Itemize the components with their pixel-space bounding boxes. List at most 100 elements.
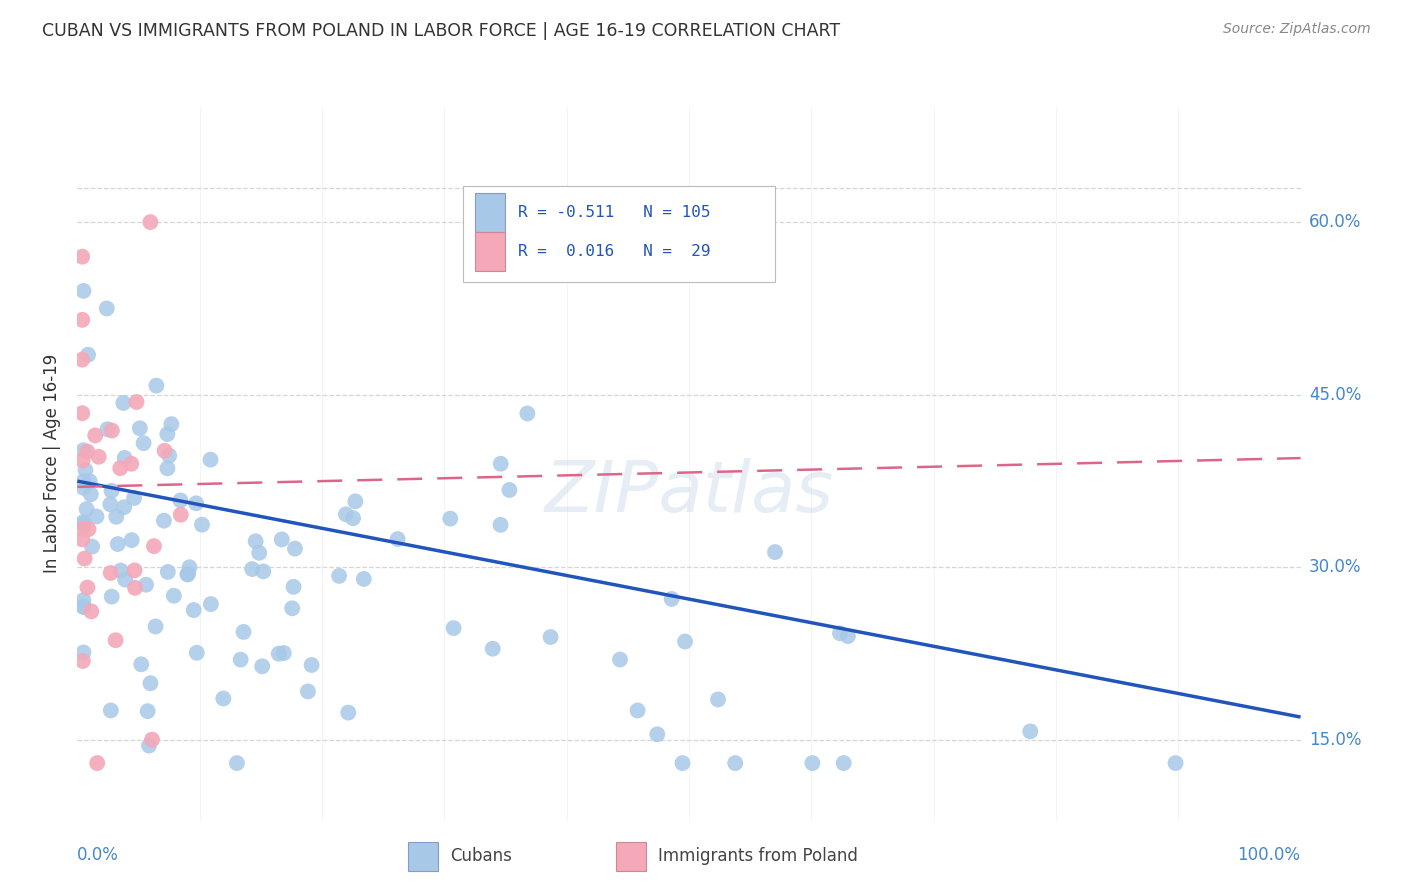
Point [297, 684, 319, 698]
Text: CUBAN VS IMMIGRANTS FROM POLAND IN LABOR FORCE | AGE 16-19 CORRELATION CHART: CUBAN VS IMMIGRANTS FROM POLAND IN LABOR… [42, 22, 841, 40]
Point [128, 421, 150, 435]
Point [801, 756, 824, 770]
Point [72, 645, 94, 659]
Point [191, 517, 214, 532]
Point [124, 563, 146, 577]
Text: 30.0%: 30.0% [1309, 558, 1361, 576]
Point [108, 461, 131, 475]
Point [177, 567, 200, 582]
Point [72, 453, 94, 467]
Point [80, 487, 103, 501]
Point [80, 604, 103, 618]
Point [72, 516, 94, 531]
Point [72, 654, 94, 668]
Point [100, 590, 122, 604]
Point [76, 444, 98, 458]
Point [335, 508, 357, 522]
Text: ZIPatlas: ZIPatlas [544, 458, 834, 527]
Point [100, 703, 122, 717]
FancyBboxPatch shape [463, 186, 775, 282]
Point [143, 539, 166, 553]
Text: 0.0%: 0.0% [77, 846, 120, 863]
Point [101, 424, 124, 438]
Point [76, 581, 98, 595]
Point [73, 551, 96, 566]
Point [86, 756, 108, 770]
Point [163, 589, 186, 603]
Point [609, 652, 631, 666]
Point [135, 578, 157, 592]
Point [245, 534, 267, 549]
Point [72, 599, 94, 614]
Point [828, 626, 851, 640]
Point [183, 603, 205, 617]
Point [837, 629, 859, 643]
Point [87, 450, 110, 464]
Point [96, 422, 118, 436]
Point [153, 443, 176, 458]
Point [139, 676, 162, 690]
Point [226, 756, 249, 770]
Point [516, 407, 538, 421]
Point [301, 658, 323, 673]
Point [540, 630, 562, 644]
Point [153, 514, 176, 528]
Bar [475, 232, 506, 271]
Point [104, 633, 127, 648]
Point [100, 483, 122, 498]
Point [439, 511, 461, 525]
Point [72, 475, 94, 489]
Point [72, 284, 94, 298]
Point [707, 692, 730, 706]
Point [232, 624, 254, 639]
Bar [616, 842, 647, 871]
Point [724, 756, 747, 770]
Text: Cubans: Cubans [450, 847, 512, 865]
Point [125, 395, 148, 409]
Point [252, 565, 274, 579]
Point [273, 646, 295, 660]
Point [72, 481, 94, 495]
Point [267, 647, 290, 661]
Point [145, 378, 167, 392]
Point [77, 522, 100, 536]
Text: 15.0%: 15.0% [1309, 731, 1361, 749]
Point [70, 533, 93, 547]
Point [70, 406, 93, 420]
Point [114, 573, 136, 587]
Text: R =  0.016   N =  29: R = 0.016 N = 29 [517, 244, 710, 259]
Point [344, 494, 367, 508]
Point [86, 509, 108, 524]
Point [240, 562, 263, 576]
Point [82, 540, 104, 554]
Point [763, 545, 786, 559]
Point [122, 491, 145, 505]
Point [160, 417, 183, 431]
Point [139, 215, 162, 229]
Point [212, 691, 235, 706]
Point [673, 634, 696, 648]
Point [283, 580, 305, 594]
Point [1019, 724, 1042, 739]
Point [443, 621, 465, 635]
Point [170, 508, 193, 522]
Point [281, 601, 304, 615]
Point [247, 546, 270, 560]
Point [141, 732, 163, 747]
Text: R = -0.511   N = 105: R = -0.511 N = 105 [517, 205, 710, 219]
Text: 45.0%: 45.0% [1309, 385, 1361, 404]
Point [1164, 756, 1187, 770]
Point [70, 352, 93, 367]
Point [105, 509, 128, 524]
Point [112, 396, 135, 410]
Point [832, 756, 855, 770]
Point [120, 457, 142, 471]
Point [645, 727, 668, 741]
Point [72, 515, 94, 529]
Point [157, 449, 180, 463]
Point [96, 301, 118, 316]
Point [328, 569, 350, 583]
Point [489, 457, 512, 471]
Point [79, 475, 101, 489]
Point [77, 348, 100, 362]
